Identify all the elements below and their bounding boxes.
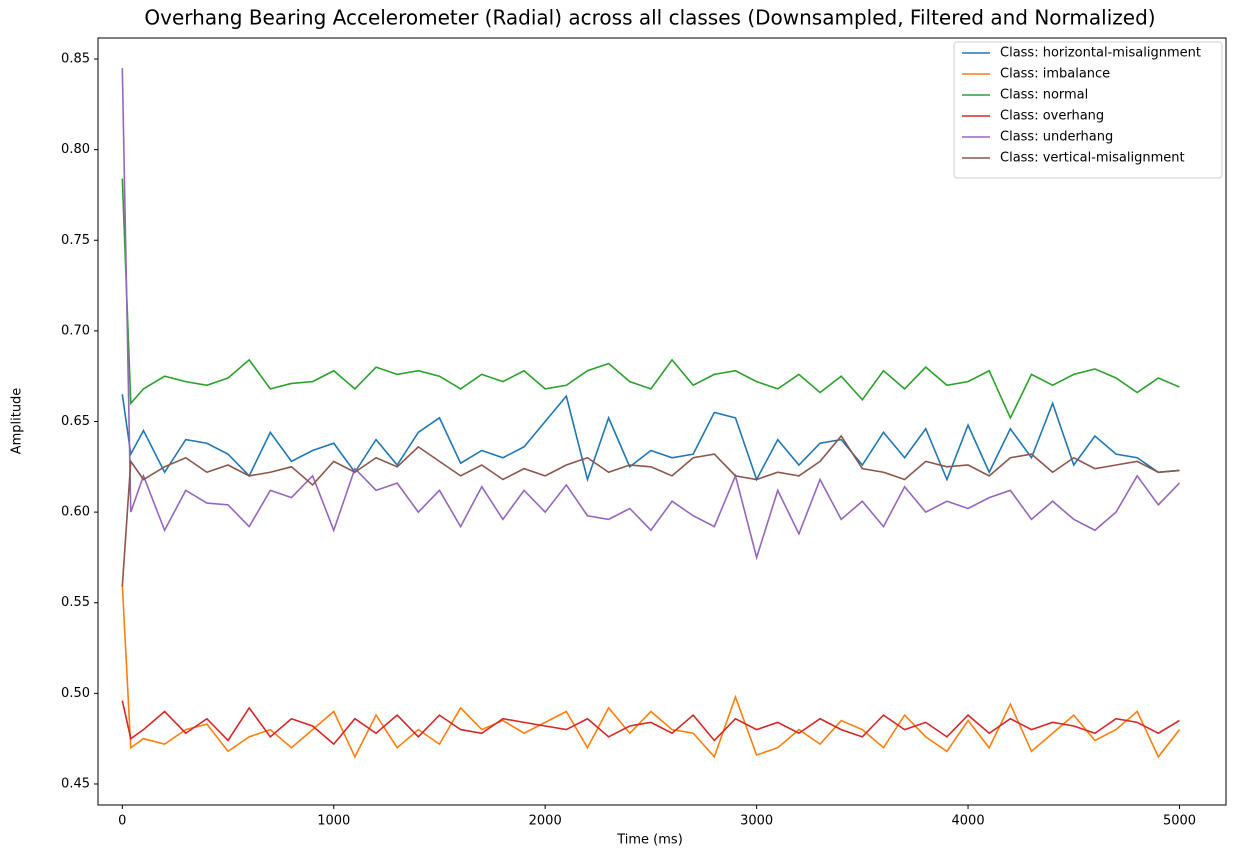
- x-tick-label: 0: [118, 814, 126, 829]
- legend-label: Class: imbalance: [1000, 67, 1110, 82]
- y-tick-label: 0.85: [61, 52, 90, 67]
- line-series: [121, 68, 1181, 561]
- legend-label: Class: horizontal-misalignment: [1000, 46, 1201, 61]
- x-tick-label: 5000: [1163, 814, 1196, 829]
- legend-box: [953, 41, 1223, 179]
- y-tick-label: 0.50: [61, 686, 90, 701]
- x-tick-label: 1000: [317, 814, 350, 829]
- y-tick-label: 0.70: [61, 323, 90, 338]
- y-tick-label: 0.75: [61, 233, 90, 248]
- y-axis-label: Amplitude: [10, 388, 25, 455]
- legend-label: Class: underhang: [1000, 130, 1113, 145]
- y-tick-label: 0.60: [61, 505, 90, 520]
- line-series: [121, 700, 1180, 746]
- line-series: [121, 178, 1180, 420]
- legend-label: Class: vertical-misalignment: [1000, 151, 1185, 166]
- x-tick-label: 3000: [740, 814, 773, 829]
- x-tick-label: 4000: [952, 814, 985, 829]
- legend-label: Class: normal: [1000, 88, 1088, 103]
- line-series: [121, 434, 1180, 587]
- x-axis-label: Time (ms): [616, 833, 683, 848]
- y-tick-label: 0.55: [61, 595, 90, 610]
- legend-label: Class: overhang: [1000, 109, 1104, 124]
- y-tick-label: 0.80: [61, 142, 90, 157]
- line-series: [121, 394, 1180, 483]
- x-tick-label: 2000: [529, 814, 562, 829]
- y-tick-label: 0.45: [61, 776, 90, 791]
- chart-title: Overhang Bearing Accelerometer (Radial) …: [144, 6, 1155, 30]
- line-series: [121, 584, 1181, 759]
- y-tick-label: 0.65: [61, 414, 90, 429]
